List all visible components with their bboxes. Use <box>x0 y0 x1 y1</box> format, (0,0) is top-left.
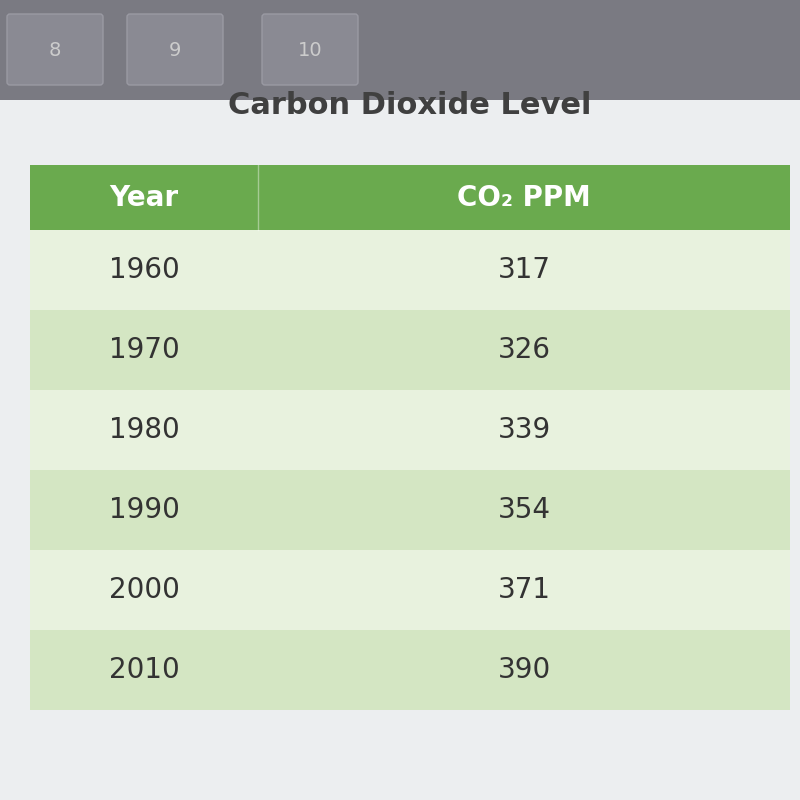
Text: 2010: 2010 <box>109 656 179 684</box>
Text: 390: 390 <box>498 656 550 684</box>
Text: 1960: 1960 <box>109 256 179 284</box>
FancyBboxPatch shape <box>7 14 103 85</box>
FancyBboxPatch shape <box>262 14 358 85</box>
Text: CO₂ PPM: CO₂ PPM <box>457 183 591 211</box>
FancyBboxPatch shape <box>127 14 223 85</box>
FancyBboxPatch shape <box>30 470 790 550</box>
Text: Year: Year <box>110 183 178 211</box>
Text: 1970: 1970 <box>109 336 179 364</box>
Text: 371: 371 <box>498 576 550 604</box>
FancyBboxPatch shape <box>30 550 790 630</box>
Text: 354: 354 <box>498 496 550 524</box>
Text: 317: 317 <box>498 256 550 284</box>
Text: 2000: 2000 <box>109 576 179 604</box>
Text: 8: 8 <box>49 41 61 59</box>
Text: 1980: 1980 <box>109 416 179 444</box>
Text: 10: 10 <box>298 41 322 59</box>
Text: 339: 339 <box>498 416 550 444</box>
FancyBboxPatch shape <box>30 390 790 470</box>
FancyBboxPatch shape <box>30 165 790 230</box>
Text: 9: 9 <box>169 41 181 59</box>
FancyBboxPatch shape <box>30 310 790 390</box>
FancyBboxPatch shape <box>30 630 790 710</box>
Text: 326: 326 <box>498 336 550 364</box>
FancyBboxPatch shape <box>30 230 790 310</box>
FancyBboxPatch shape <box>0 0 800 100</box>
Text: 1990: 1990 <box>109 496 179 524</box>
Text: Carbon Dioxide Level: Carbon Dioxide Level <box>228 91 592 120</box>
